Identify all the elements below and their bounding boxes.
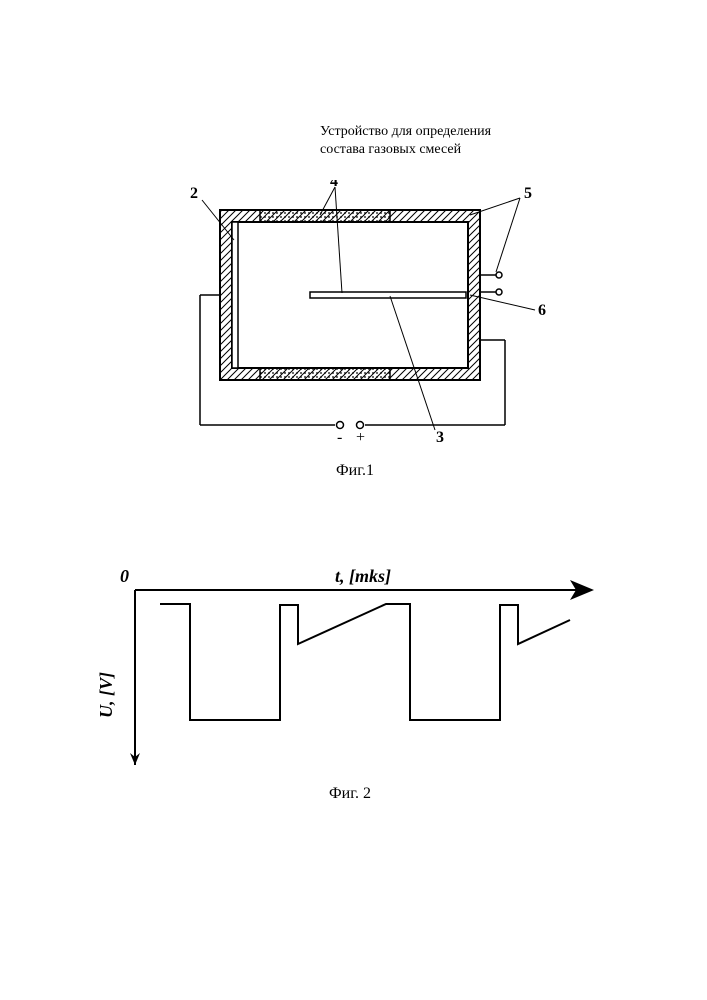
title-block: Устройство для определения состава газов… [320,123,530,159]
center-electrode [310,292,466,298]
label-6: 6 [538,302,546,319]
minus-label: - [337,429,342,446]
origin-label: 0 [120,566,129,586]
label-4: 4 [330,180,338,190]
title-line1: Устройство для определения [320,124,491,139]
page: Устройство для определения состава газов… [0,0,707,1000]
fig1-caption: Фиг.1 [140,462,570,480]
right-terminals [480,272,502,295]
fig1-svg: - + 2 4 5 6 3 [140,180,570,460]
title-line2: состава газовых смесей [320,142,461,157]
signal-waveform [160,604,570,720]
label-2: 2 [190,185,198,202]
membrane [232,222,238,368]
y-axis-label: U, [V] [96,672,116,718]
label-5: 5 [524,185,532,202]
plus-label: + [356,429,365,446]
fig2-caption: Фиг. 2 [90,785,610,803]
figure-1: - + 2 4 5 6 3 Ф [140,180,570,480]
figure-2: 0 t, [mks] U, [V] Фиг. 2 [90,560,610,820]
fig2-svg: 0 t, [mks] U, [V] [90,560,610,790]
label-3: 3 [436,429,444,446]
x-axis-label: t, [mks] [335,566,391,586]
